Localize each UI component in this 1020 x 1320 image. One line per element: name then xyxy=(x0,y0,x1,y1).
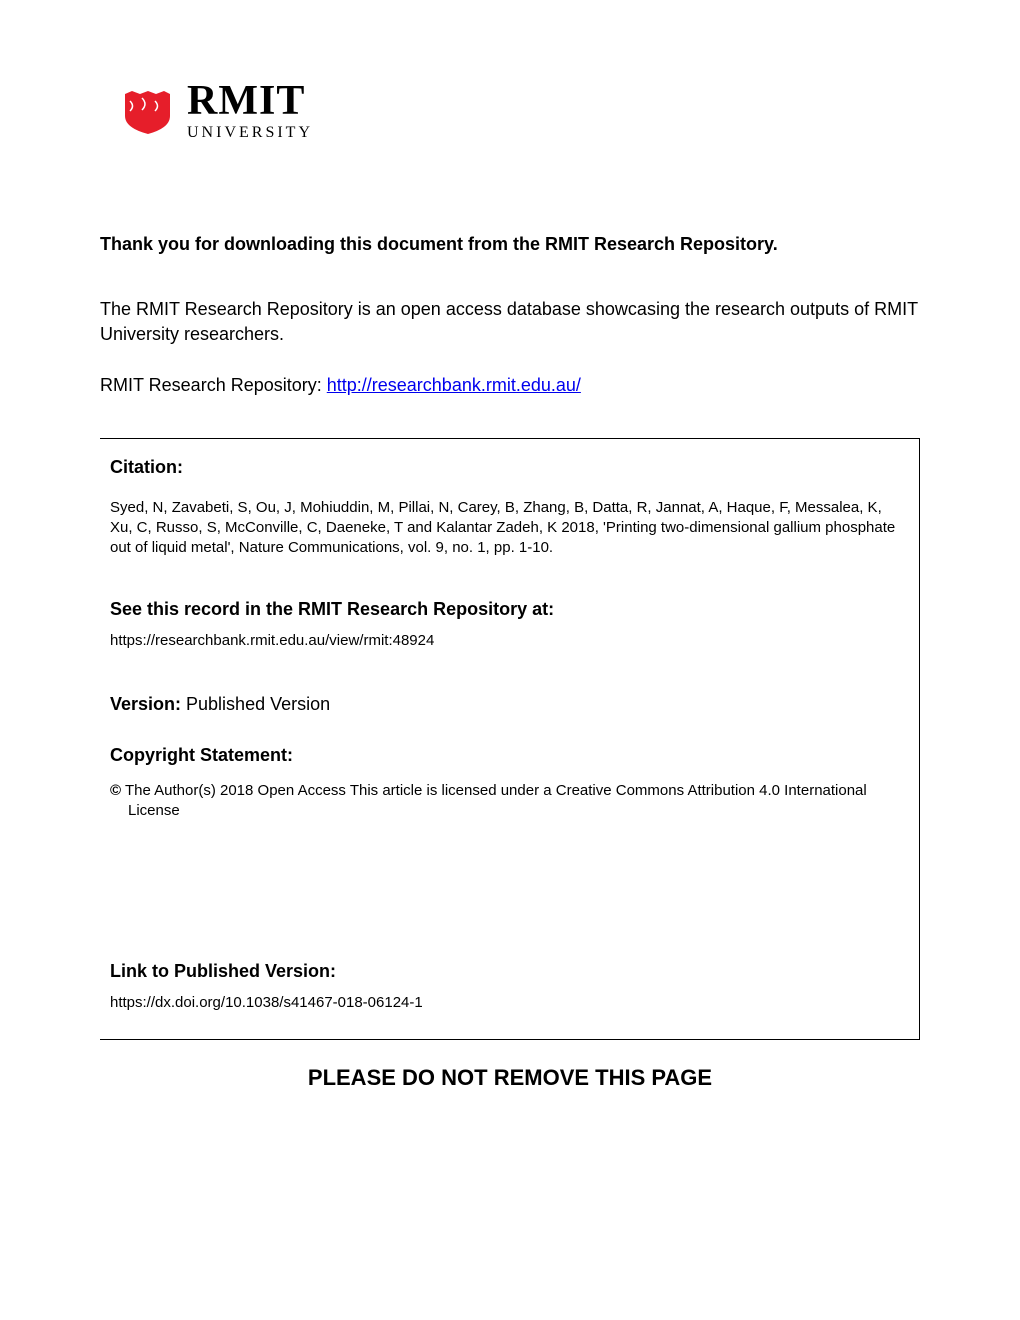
published-label: Link to Published Version: xyxy=(110,961,904,982)
version-label: Version: xyxy=(110,694,181,714)
copyright-text: © The Author(s) 2018 Open Access This ar… xyxy=(110,781,904,822)
copyright-label: Copyright Statement: xyxy=(110,745,904,766)
thank-you-text: Thank you for downloading this document … xyxy=(100,232,920,257)
repo-link[interactable]: http://researchbank.rmit.edu.au/ xyxy=(327,375,581,395)
published-url: https://dx.doi.org/10.1038/s41467-018-06… xyxy=(110,994,904,1011)
metadata-box: Citation: Syed, N, Zavabeti, S, Ou, J, M… xyxy=(100,438,920,1040)
copyright-body: The Author(s) 2018 Open Access This arti… xyxy=(121,782,867,819)
version-value: Published Version xyxy=(181,694,330,714)
version-line: Version: Published Version xyxy=(110,694,904,715)
citation-label: Citation: xyxy=(110,457,904,478)
logo-title: RMIT xyxy=(187,80,313,122)
rmit-shield-icon xyxy=(120,86,175,136)
footer-notice: PLEASE DO NOT REMOVE THIS PAGE xyxy=(100,1065,920,1091)
repo-link-line: RMIT Research Repository: http://researc… xyxy=(100,373,920,398)
page-container: RMIT UNIVERSITY Thank you for downloadin… xyxy=(0,0,1020,1131)
copyright-symbol: © xyxy=(110,782,121,799)
rmit-logo: RMIT UNIVERSITY xyxy=(120,80,920,142)
repo-label: RMIT Research Repository: xyxy=(100,375,327,395)
logo-text-group: RMIT UNIVERSITY xyxy=(187,80,313,142)
intro-section: Thank you for downloading this document … xyxy=(100,232,920,398)
description-text: The RMIT Research Repository is an open … xyxy=(100,297,920,347)
citation-text: Syed, N, Zavabeti, S, Ou, J, Mohiuddin, … xyxy=(110,498,904,559)
logo-subtitle: UNIVERSITY xyxy=(187,124,313,142)
record-url: https://researchbank.rmit.edu.au/view/rm… xyxy=(110,632,904,649)
record-label: See this record in the RMIT Research Rep… xyxy=(110,599,904,620)
logo-container: RMIT UNIVERSITY xyxy=(120,80,920,142)
